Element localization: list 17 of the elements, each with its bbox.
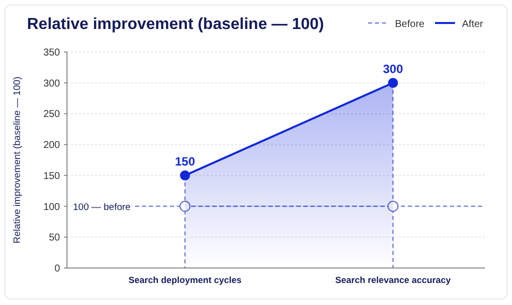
y-tick-label: 300	[43, 78, 60, 90]
legend-label: Before	[395, 19, 425, 30]
y-tick-label: 50	[48, 232, 60, 244]
y-tick-label: 150	[43, 170, 60, 182]
y-tick-label: 0	[54, 264, 60, 274]
y-tick-label: 350	[43, 48, 60, 58]
ref-line-label: 100 — before	[73, 202, 131, 213]
x-tick-label: Search relevance accuracy	[335, 275, 451, 285]
y-tick-label: 100	[43, 202, 60, 213]
data-label: 150	[174, 154, 196, 168]
y-axis-title: Relative improvement (baseline — 100)	[12, 76, 23, 244]
x-tick-label: Search deployment cycles	[128, 275, 242, 285]
chart-title: Relative improvement (baseline — 100)	[27, 16, 324, 33]
y-tick-label: 200	[43, 140, 60, 152]
data-label: 300	[382, 62, 404, 76]
y-tick-label: 250	[43, 109, 60, 120]
legend-label: After	[462, 19, 484, 30]
